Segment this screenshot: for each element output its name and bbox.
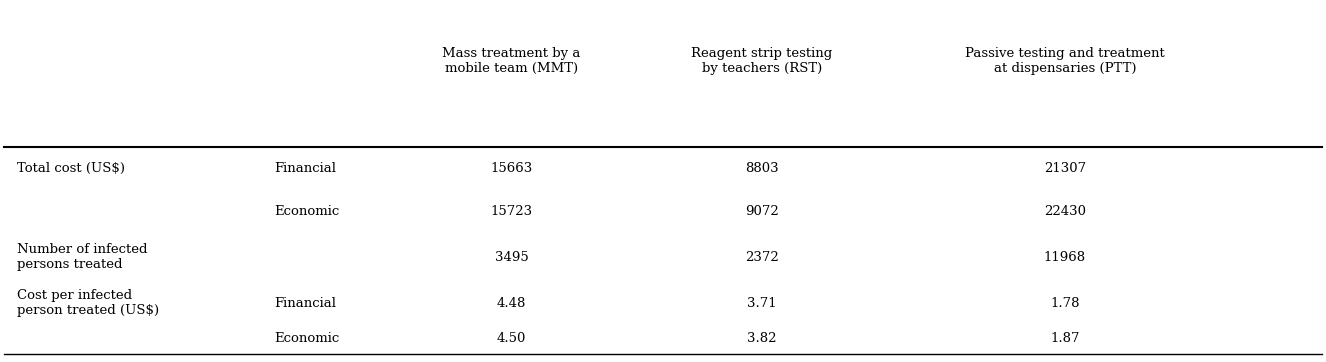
Text: 3495: 3495 [495, 251, 528, 264]
Text: 2372: 2372 [745, 251, 778, 264]
Text: Cost per infected
person treated (US$): Cost per infected person treated (US$) [17, 289, 159, 317]
Text: Financial: Financial [274, 162, 337, 175]
Text: 15663: 15663 [491, 162, 533, 175]
Text: 1.78: 1.78 [1050, 296, 1079, 310]
Text: 15723: 15723 [491, 205, 533, 218]
Text: Total cost (US$): Total cost (US$) [17, 162, 126, 175]
Text: 4.48: 4.48 [497, 296, 526, 310]
Text: 4.50: 4.50 [497, 332, 526, 345]
Text: Passive testing and treatment
at dispensaries (PTT): Passive testing and treatment at dispens… [965, 47, 1164, 75]
Text: 21307: 21307 [1044, 162, 1086, 175]
Text: 1.87: 1.87 [1050, 332, 1079, 345]
Text: 9072: 9072 [745, 205, 778, 218]
Text: Financial: Financial [274, 296, 337, 310]
Text: 3.71: 3.71 [747, 296, 777, 310]
Text: 8803: 8803 [745, 162, 778, 175]
Text: 11968: 11968 [1044, 251, 1086, 264]
Text: 22430: 22430 [1044, 205, 1086, 218]
Text: 3.82: 3.82 [747, 332, 777, 345]
Text: Reagent strip testing
by teachers (RST): Reagent strip testing by teachers (RST) [691, 47, 833, 75]
Text: Number of infected
persons treated: Number of infected persons treated [17, 243, 147, 271]
Text: Mass treatment by a
mobile team (MMT): Mass treatment by a mobile team (MMT) [443, 47, 581, 75]
Text: Economic: Economic [274, 332, 339, 345]
Text: Economic: Economic [274, 205, 339, 218]
